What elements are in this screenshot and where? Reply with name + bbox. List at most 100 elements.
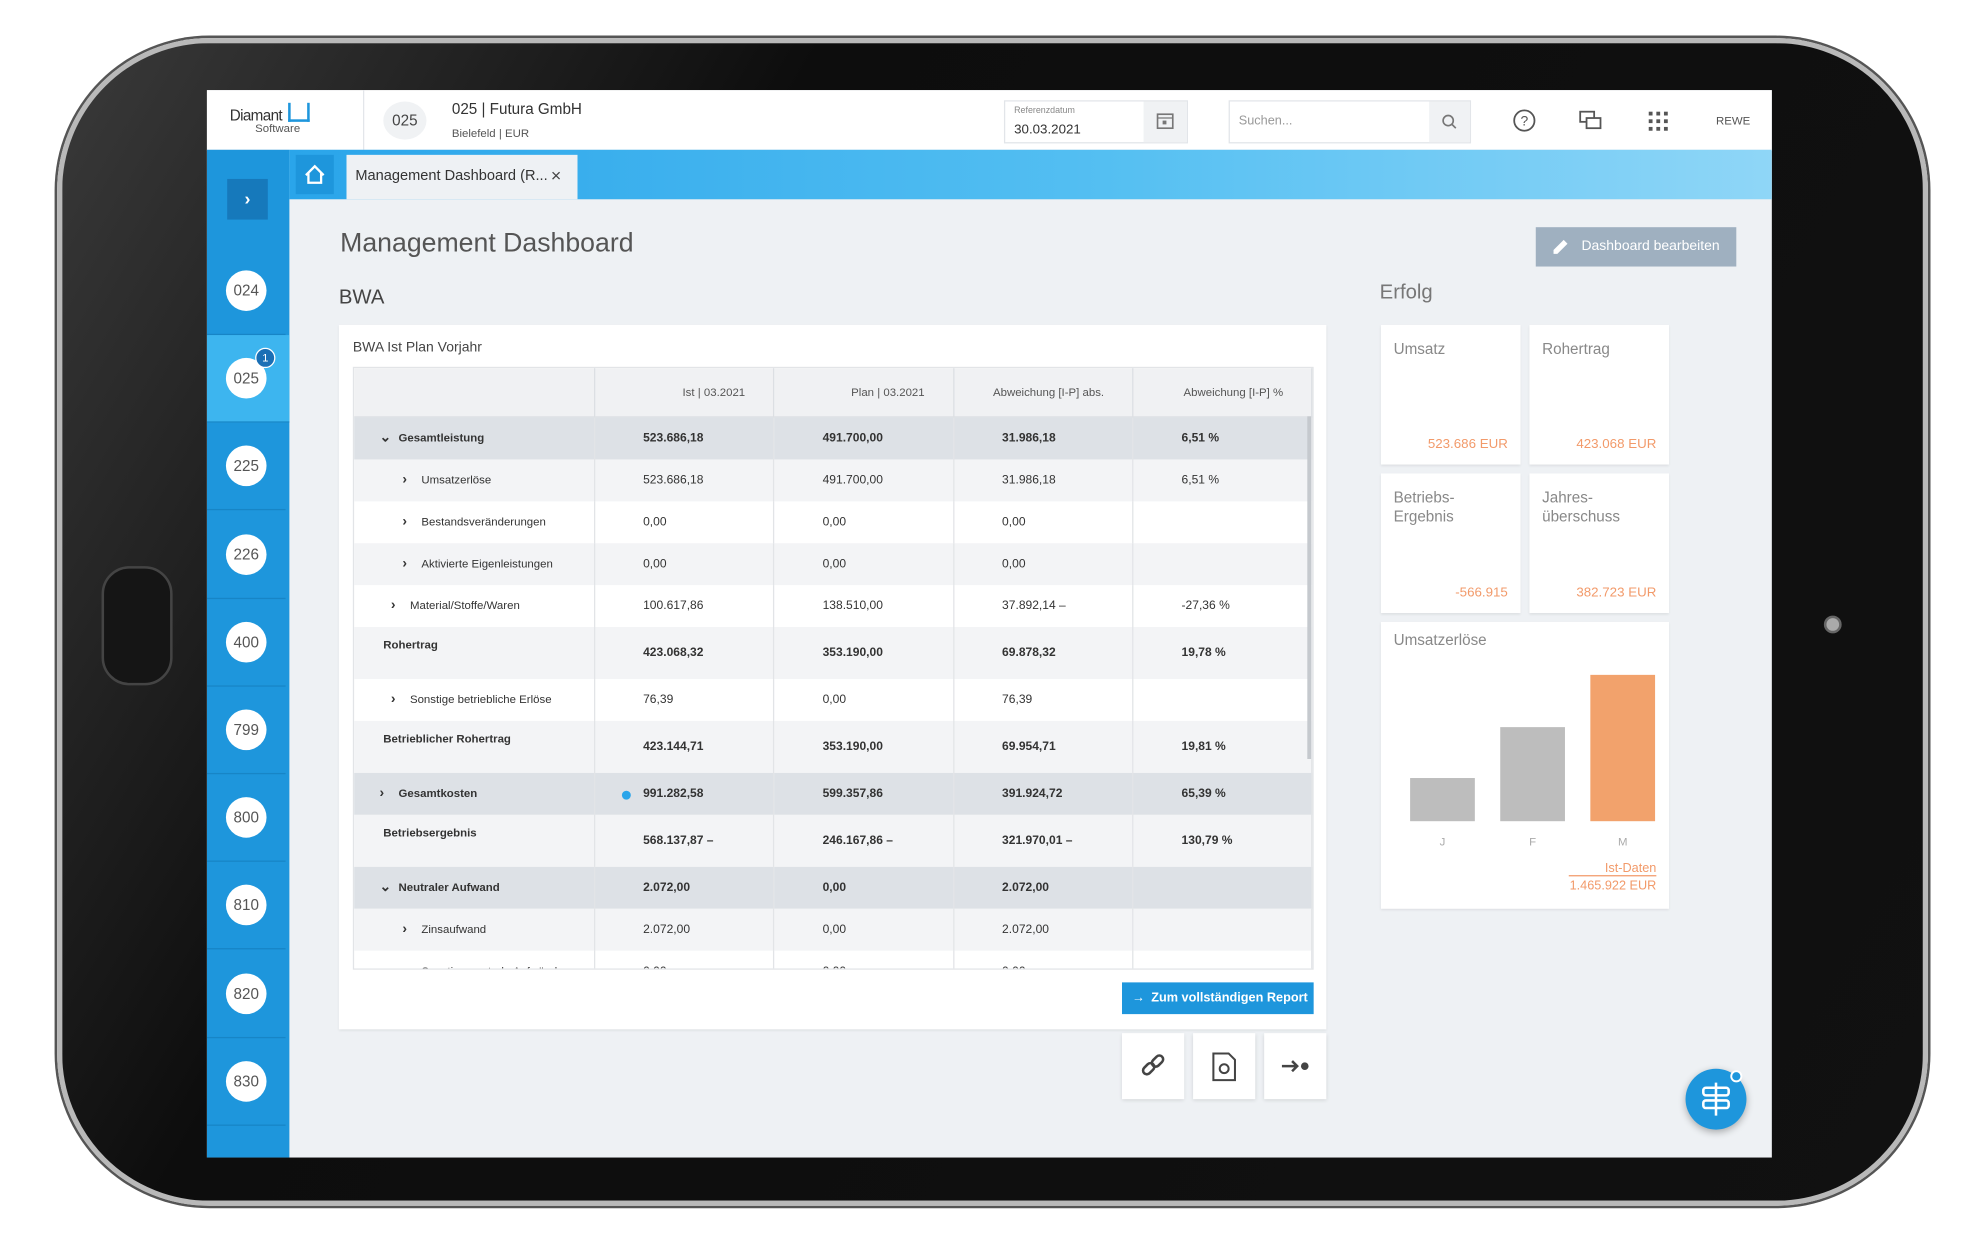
kpi-label: Betriebs- Ergebnis — [1393, 488, 1455, 526]
search-button[interactable] — [1429, 101, 1470, 143]
logo[interactable]: Diamant — [229, 106, 283, 125]
company-name: 025 | Futura GmbH — [451, 100, 582, 119]
value-cell: 523.686,18 — [594, 459, 775, 502]
collapse-icon[interactable]: ⌄ — [379, 430, 392, 446]
client-code: 810 — [225, 885, 267, 926]
client-item[interactable]: 830 — [206, 1038, 286, 1126]
value-cell: 31.986,18 — [953, 416, 1134, 460]
table-header-empty — [354, 368, 595, 418]
chart-card: Umsatzerlöse J F M Ist-Daten 1.465.922 EUR — [1380, 621, 1670, 909]
cell-value: 599.357,86 — [822, 786, 883, 801]
bar — [1590, 674, 1656, 822]
expand-icon[interactable]: › — [390, 691, 396, 707]
assistant-button[interactable] — [1685, 1068, 1747, 1130]
row-label: Sonstige neutrale Aufwände — [418, 963, 563, 969]
value-cell — [1132, 950, 1313, 969]
cell-value: 19,78 % — [1181, 646, 1226, 661]
cell-value: 353.190,00 — [822, 646, 883, 661]
value-cell: 246.167,86 – — [773, 814, 954, 867]
client-item[interactable]: 400 — [206, 599, 286, 687]
client-item[interactable]: 024 — [206, 248, 286, 336]
home-tab[interactable] — [295, 154, 334, 195]
expand-icon[interactable]: › — [390, 597, 396, 614]
search-field[interactable]: Suchen... — [1228, 100, 1472, 144]
client-code: 830 — [225, 1060, 267, 1102]
collapse-icon[interactable]: ⌄ — [379, 879, 392, 895]
value-cell: -27,36 % — [1132, 585, 1313, 628]
table-row: Betriebsergebnis 568.137,87 – 246.167,86 –… — [354, 814, 1313, 867]
logo-sub: Software — [255, 121, 301, 135]
row-label: Betriebsergebnis — [383, 826, 477, 839]
search-placeholder: Suchen... — [1238, 114, 1293, 129]
client-item[interactable]: 799 — [206, 687, 286, 775]
x-tick-label: J — [1440, 836, 1446, 848]
kpi-card[interactable]: Betriebs- Ergebnis -566.915 — [1380, 473, 1521, 614]
client-item[interactable]: 810 — [206, 862, 286, 950]
kpi-label: Jahres- überschuss — [1542, 488, 1621, 526]
row-label-wrap: ⌄ Neutraler Aufwand — [380, 880, 558, 897]
value-cell: 2.072,00 — [953, 866, 1134, 909]
apps-icon[interactable] — [1642, 105, 1672, 135]
cell-value: -27,36 % — [1181, 599, 1230, 614]
help-icon[interactable]: ? — [1509, 105, 1539, 135]
kpi-card[interactable]: Rohertrag 423.068 EUR — [1529, 324, 1670, 465]
settings-doc-button[interactable] — [1193, 1033, 1256, 1100]
table-row: › Sonstige betriebliche Erlöse 76,39 0,00 76… — [354, 679, 1313, 721]
row-label-cell: ⌄ Gesamtleistung — [354, 416, 595, 460]
column-header: Abweichung [I-P] % — [1132, 368, 1313, 418]
edit-dashboard-button[interactable]: Dashboard bearbeiten — [1535, 227, 1737, 267]
tab-close[interactable]: × — [550, 165, 562, 186]
row-label: Zinsaufwand — [421, 922, 487, 936]
tablet-home-button — [101, 566, 173, 686]
expand-icon[interactable]: › — [379, 785, 385, 801]
client-badge[interactable]: 025 — [383, 101, 427, 140]
value-cell: 321.970,01 – — [953, 814, 1134, 867]
value-cell: 19,78 % — [1132, 627, 1313, 680]
chart-title: Umsatzerlöse — [1394, 632, 1487, 649]
calendar-button[interactable] — [1143, 101, 1187, 143]
assistant-icon — [1702, 1070, 1743, 1116]
kpi-card[interactable]: Umsatz 523.686 EUR — [1380, 324, 1521, 465]
client-item[interactable]: 820 — [206, 950, 286, 1038]
cell-value: 130,79 % — [1181, 833, 1233, 848]
row-label-wrap: › Sonstige betriebliche Erlöse — [391, 692, 569, 709]
table-row: › Zinsaufwand 2.072,00 0,00 2.072,00 — [354, 908, 1313, 951]
column-header: Abweichung [I-P] abs. — [953, 368, 1134, 418]
client-item[interactable]: 226 — [206, 511, 286, 599]
value-cell: 599.357,86 — [773, 772, 954, 815]
chat-icon[interactable] — [1575, 105, 1605, 135]
value-cell: 2.072,00 — [953, 908, 1134, 951]
divider — [363, 90, 365, 150]
value-cell: 6,51 % — [1132, 459, 1313, 502]
user-label[interactable]: REWE — [1716, 114, 1751, 127]
cell-value: 69.878,32 — [1002, 646, 1056, 661]
share-button[interactable] — [1264, 1033, 1327, 1100]
row-label-cell: Rohertrag — [354, 627, 595, 680]
active-tab[interactable]: Management Dashboard (R... × — [346, 154, 578, 200]
value-cell: 353.190,00 — [773, 627, 954, 680]
expand-icon[interactable]: › — [402, 921, 408, 937]
expand-icon[interactable]: › — [402, 514, 408, 530]
link-button[interactable] — [1122, 1033, 1185, 1100]
client-item[interactable]: 025 1 — [206, 335, 290, 423]
kpi-card[interactable]: Jahres- überschuss 382.723 EUR — [1529, 473, 1670, 614]
erfolg-title: Erfolg — [1379, 281, 1433, 304]
row-label: Rohertrag — [383, 638, 438, 652]
client-item[interactable]: 225 — [206, 423, 286, 511]
sidebar-toggle[interactable]: › — [227, 178, 268, 220]
expand-icon[interactable]: › — [402, 963, 417, 968]
row-label-cell: › Umsatzerlöse — [354, 459, 595, 502]
expand-icon[interactable]: › — [402, 555, 408, 572]
cell-value: 31.986,18 — [1002, 431, 1056, 446]
cell-value: 6,51 % — [1181, 473, 1220, 488]
value-cell — [1132, 501, 1313, 544]
table-body: ⌄ Gesamtleistung 523.686,18 491.700,00 31.98… — [354, 416, 1313, 969]
chart: Umsatzerlöse J F M Ist-Daten 1.465.922 EUR — [1394, 632, 1657, 893]
expand-icon[interactable]: › — [402, 472, 408, 488]
cell-value: 76,39 — [1002, 693, 1033, 707]
value-cell: 0,00 — [773, 679, 954, 721]
date-field[interactable]: Referenzdatum 30.03.2021 — [1003, 100, 1189, 144]
client-item[interactable]: 800 — [206, 774, 286, 863]
cell-value: 353.190,00 — [822, 739, 883, 754]
report-button[interactable]: → Zum vollständigen Report — [1122, 982, 1314, 1015]
